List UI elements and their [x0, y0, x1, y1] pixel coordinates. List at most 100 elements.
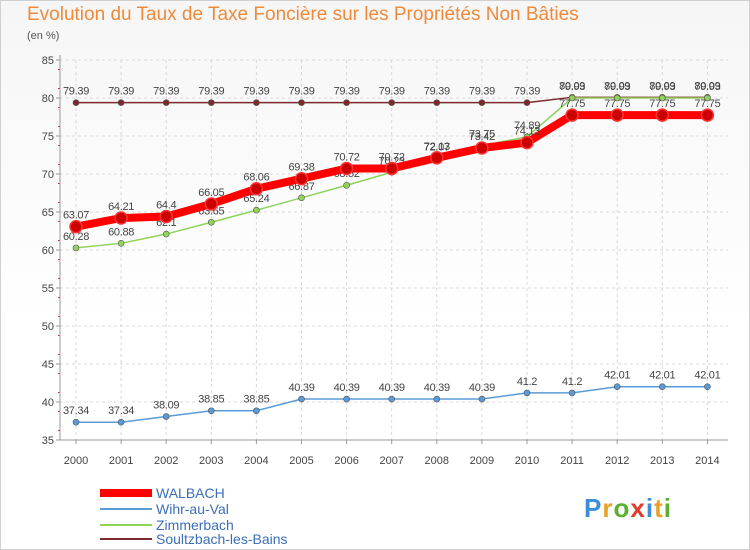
y-tick-label: 50	[42, 321, 54, 333]
data-point-wihr-au-val	[208, 407, 215, 415]
x-tick-label: 2014	[695, 455, 719, 467]
data-label-wihr-au-val: 40.39	[424, 382, 450, 394]
data-point-walbach	[204, 197, 219, 211]
data-point-walbach	[69, 219, 83, 234]
data-label-zimmerbach: 79.93	[559, 81, 585, 93]
y-tick-label: 40	[42, 397, 54, 409]
data-label-soultzbach-les-bains: 79.39	[153, 86, 179, 98]
data-point-soultzbach-les-bains	[117, 99, 125, 106]
data-label-zimmerbach: 72.07	[424, 141, 450, 153]
data-point-zimmerbach	[343, 181, 350, 189]
x-tick-label: 2005	[289, 455, 313, 467]
data-point-wihr-au-val	[72, 418, 80, 426]
data-label-walbach: 66.05	[198, 187, 224, 199]
data-label-soultzbach-les-bains: 79.39	[514, 86, 540, 98]
data-label-soultzbach-les-bains: 79.39	[334, 86, 360, 98]
data-point-zimmerbach	[253, 206, 260, 214]
logo-letter: P	[584, 493, 603, 523]
data-label-wihr-au-val: 37.34	[108, 405, 134, 417]
data-point-soultzbach-les-bains	[298, 99, 305, 106]
logo-letter: i	[663, 493, 672, 523]
data-point-walbach	[294, 171, 309, 186]
x-tick-label: 2013	[650, 455, 674, 467]
data-point-zimmerbach	[658, 94, 666, 102]
data-label-zimmerbach: 73.75	[469, 129, 495, 141]
y-tick-label: 55	[42, 283, 54, 295]
data-point-wihr-au-val	[478, 395, 486, 403]
data-label-walbach: 70.72	[334, 152, 360, 164]
data-point-walbach	[159, 209, 173, 224]
data-label-walbach: 77.75	[559, 98, 585, 110]
data-label-wihr-au-val: 40.39	[379, 382, 405, 394]
legend-swatch	[100, 524, 152, 526]
data-point-wihr-au-val	[253, 407, 260, 415]
data-point-walbach	[565, 108, 579, 122]
data-label-walbach: 74.13	[514, 126, 540, 138]
data-point-wihr-au-val	[433, 395, 441, 403]
data-label-wihr-au-val: 37.34	[63, 405, 89, 417]
logo-letter: o	[613, 493, 631, 523]
y-tick-label: 35	[42, 435, 54, 447]
data-label-wihr-au-val: 42.01	[604, 370, 630, 382]
data-point-wihr-au-val	[704, 383, 711, 391]
data-point-wihr-au-val	[388, 395, 396, 403]
legend-swatch	[100, 508, 152, 510]
data-point-wihr-au-val	[298, 395, 305, 403]
legend-label: Wihr-au-Val	[156, 501, 229, 517]
y-tick-label: 85	[42, 55, 54, 67]
x-tick-label: 2008	[425, 455, 449, 467]
data-label-walbach: 69.38	[288, 162, 314, 174]
x-tick-label: 2004	[244, 455, 268, 467]
data-label-soultzbach-les-bains: 79.39	[469, 86, 495, 98]
data-label-wihr-au-val: 40.39	[288, 382, 314, 394]
legend-swatch	[100, 538, 152, 540]
data-point-zimmerbach	[72, 244, 80, 252]
data-label-wihr-au-val: 40.39	[469, 382, 495, 394]
data-label-zimmerbach: 60.28	[63, 231, 89, 243]
data-label-walbach: 77.75	[694, 98, 720, 110]
unit-label: (en %)	[27, 30, 60, 42]
data-label-wihr-au-val: 38.85	[198, 394, 224, 406]
data-point-soultzbach-les-bains	[433, 99, 441, 106]
data-label-soultzbach-les-bains: 79.39	[63, 86, 89, 98]
data-point-zimmerbach	[117, 240, 125, 247]
data-point-wihr-au-val	[568, 389, 576, 397]
data-label-zimmerbach: 65.24	[243, 193, 269, 205]
data-point-soultzbach-les-bains	[208, 99, 215, 106]
x-tick-label: 2012	[605, 455, 629, 467]
data-point-walbach	[700, 108, 715, 122]
data-label-walbach: 70.72	[379, 152, 405, 164]
data-point-walbach	[114, 211, 128, 225]
data-point-walbach	[384, 161, 399, 176]
data-label-soultzbach-les-bains: 79.39	[379, 86, 405, 98]
data-point-zimmerbach	[568, 94, 576, 102]
data-label-soultzbach-les-bains: 80.09	[604, 80, 630, 92]
data-point-walbach	[520, 135, 534, 150]
data-point-wihr-au-val	[613, 383, 621, 391]
data-label-walbach: 77.75	[604, 98, 630, 110]
data-label-zimmerbach: 79.93	[604, 81, 630, 93]
chart-title: Evolution du Taux de Taxe Foncière sur l…	[27, 4, 579, 25]
data-point-walbach	[430, 151, 444, 165]
data-point-soultzbach-les-bains	[253, 99, 260, 106]
logo-letter: t	[654, 493, 664, 523]
data-label-walbach: 64.4	[156, 200, 176, 212]
data-point-walbach	[475, 141, 489, 155]
y-tick-label: 70	[42, 169, 54, 181]
data-point-walbach	[339, 161, 354, 176]
y-tick-label: 60	[42, 245, 54, 257]
data-point-soultzbach-les-bains	[162, 99, 170, 106]
legend-label: WALBACH	[156, 485, 225, 501]
data-label-zimmerbach: 60.88	[108, 226, 134, 238]
data-point-soultzbach-les-bains	[343, 99, 350, 106]
data-point-wihr-au-val	[117, 418, 125, 426]
data-label-walbach: 73.42	[469, 131, 495, 143]
logo-letter: i	[645, 493, 655, 523]
data-point-soultzbach-les-bains	[523, 99, 531, 106]
data-label-zimmerbach: 79.93	[649, 81, 675, 93]
data-label-wihr-au-val: 38.85	[243, 394, 269, 406]
x-tick-label: 2010	[515, 455, 539, 467]
data-point-wihr-au-val	[523, 389, 531, 397]
x-tick-label: 2011	[560, 455, 584, 467]
